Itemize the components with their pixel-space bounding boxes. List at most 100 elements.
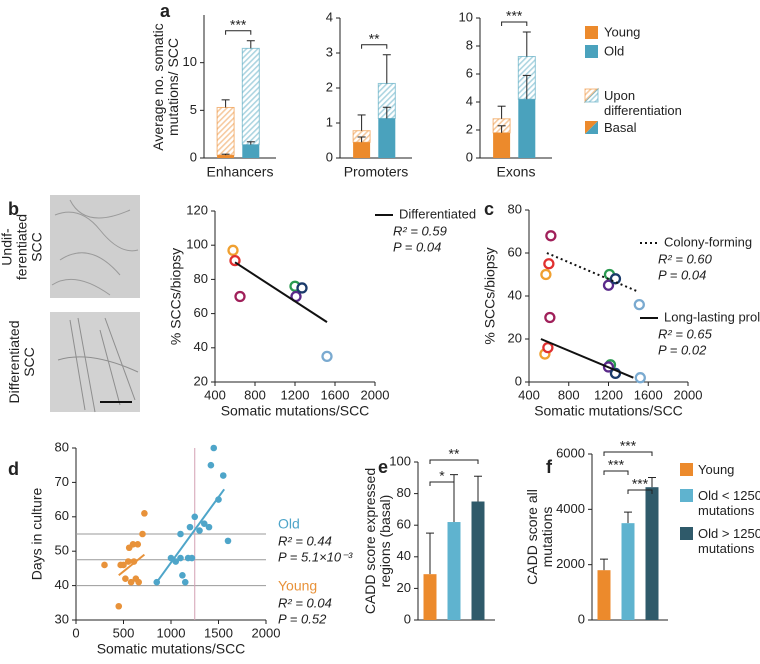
annotation: P = 0.52 [278,611,327,626]
significance-bracket [429,481,455,486]
x-tick-label: 1200 [281,387,310,402]
x-tick-label: 1500 [204,625,233,640]
y-tick-label: 2000 [556,556,585,571]
legend-label: Old [604,43,624,58]
y-tick-label: 4000 [556,501,585,516]
legend-stat: R² = 0.65 [658,326,713,341]
y-tick-label: 6000 [556,445,585,460]
point [134,541,142,548]
point [179,571,186,579]
point [191,513,199,521]
bar-basal [242,144,260,158]
x-axis-label: Somatic mutations/SCC [534,403,683,419]
y-tick-label: 60 [508,244,522,259]
x-tick-label: 400 [518,387,540,402]
point [186,523,194,531]
point [296,282,308,294]
y-tick-label: 0 [190,149,197,164]
point [205,523,213,531]
point [633,298,645,311]
point [542,341,554,354]
point [122,575,129,583]
micrograph-texture [51,199,139,296]
point [124,558,132,565]
fit-line [540,338,634,379]
bar-differentiation [241,47,260,146]
y-tick-label: 40 [508,287,522,302]
point [321,350,333,363]
significance-bracket [603,451,653,456]
significance-label: ** [449,446,460,462]
y-tick-label: 10 [183,54,197,69]
y-tick-label: 2 [326,79,333,94]
significance-bracket [603,470,629,475]
y-tick-label: 40 [55,577,69,592]
y-tick-label: 20 [397,580,411,595]
legend-swatch [585,26,598,39]
x-tick-label: 2000 [252,625,281,640]
x-axis-label: Exons [497,164,536,180]
y-tick-label: 20 [194,373,208,388]
x-axis-label: Enhancers [207,164,274,180]
legend-label: Colony-forming [664,234,752,249]
y-axis-label: % SCCs/biopsy [168,248,184,345]
point [127,578,135,586]
panel-letter: a [160,1,171,21]
point [129,541,137,548]
legend-swatch [680,527,693,540]
y-tick-label: 60 [194,305,208,320]
legend-stat: P = 0.04 [658,267,706,282]
significance-bracket [501,21,528,26]
x-tick-label: 2000 [674,387,703,402]
legend-swatch [680,489,693,502]
legend-label: Basal [604,120,637,135]
legend-swatch [680,463,693,476]
y-axis-label: CADD score expressed regions (basal) [362,467,393,615]
legend-label: Differentiated [399,206,476,221]
legend-swatch [583,87,599,103]
y-tick-label: 8 [466,37,473,52]
y-tick-label: 50 [55,543,69,558]
y-tick-label: 0 [578,611,585,626]
significance-label: *** [632,476,649,492]
y-tick-label: 4 [466,93,473,108]
point [139,530,146,538]
fit-line [546,252,639,293]
significance-bracket [429,459,479,464]
significance-label: *** [608,457,625,473]
panel-letter: e [378,457,388,477]
point [540,268,552,281]
annotation: Young [278,578,317,594]
annotation: P = 5.1×10⁻³ [278,549,353,564]
y-tick-label: 4 [326,9,333,24]
y-axis-label: Average no. somatic mutations/ SCC [150,22,181,151]
bar [447,522,461,620]
significance-label: *** [506,8,523,24]
point [177,530,184,538]
y-tick-label: 80 [508,201,522,216]
y-tick-label: 60 [397,517,411,532]
point [227,244,239,256]
y-tick-label: 0 [515,373,522,388]
annotation: R² = 0.44 [278,533,332,548]
fit-line [118,553,146,577]
x-tick-label: 1600 [321,387,350,402]
point [634,372,646,384]
y-tick-label: 100 [186,237,208,252]
y-tick-label: 20 [508,330,522,345]
x-tick-label: 0 [72,625,79,640]
legend-label: Upon differentiation [604,88,682,118]
micrograph [50,312,140,412]
annotation: Old [278,516,300,532]
point [219,472,227,479]
y-tick-label: 80 [194,271,208,286]
legend-stat: R² = 0.59 [393,223,447,238]
point [135,578,142,586]
point [120,561,127,569]
bar-differentiation [216,106,235,156]
point [188,554,196,562]
fit-line [155,488,226,583]
y-tick-label: 80 [55,439,69,454]
micrograph-texture [57,317,139,413]
